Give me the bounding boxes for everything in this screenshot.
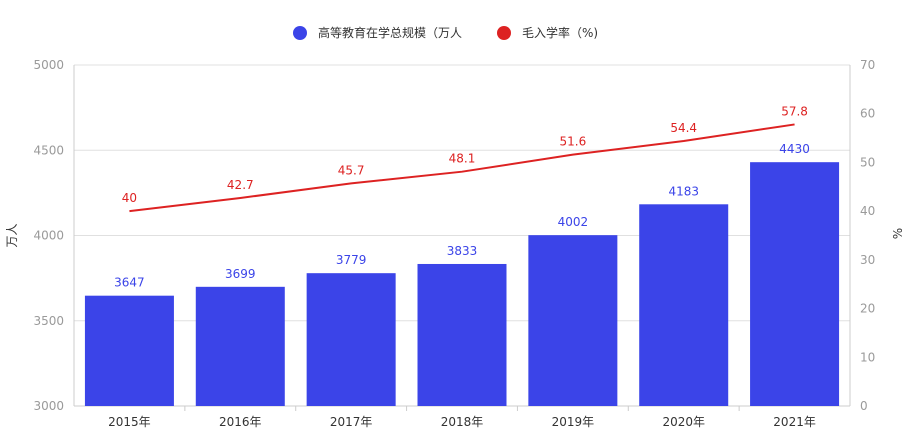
line-value-label: 48.1 (449, 152, 476, 166)
x-tick-label: 2017年 (330, 415, 373, 429)
y-right-tick-label: 10 (860, 350, 875, 364)
bar (528, 235, 618, 406)
line-value-label: 54.4 (670, 121, 697, 135)
bar (84, 295, 174, 406)
y-right-axis-title: % (891, 228, 905, 239)
y-right-tick-label: 40 (860, 204, 875, 218)
line-value-label: 51.6 (559, 135, 586, 149)
legend-marker-line (497, 26, 511, 40)
y-right-tick-label: 0 (860, 399, 868, 413)
bar (639, 204, 729, 406)
x-tick-label: 2018年 (441, 415, 484, 429)
y-left-tick-label: 4000 (33, 229, 64, 243)
bar (195, 286, 285, 406)
y-right-tick-label: 20 (860, 302, 875, 316)
bar (306, 273, 396, 406)
bar-value-label: 3647 (114, 276, 145, 290)
y-right-tick-label: 30 (860, 253, 875, 267)
x-tick-label: 2021年 (773, 415, 816, 429)
legend-marker-bar (293, 26, 307, 40)
line-series (129, 123, 795, 213)
y-right-tick-label: 50 (860, 155, 875, 169)
bar-value-label: 3833 (447, 244, 478, 258)
bar (417, 263, 507, 406)
y-right-tick-label: 60 (860, 107, 875, 121)
legend-label-bar: 高等教育在学总规模（万人 (318, 25, 462, 40)
bar-value-label: 4002 (558, 215, 589, 229)
y-left-tick-label: 5000 (33, 58, 64, 72)
legend-label-line: 毛入学率（%) (522, 25, 598, 40)
bar-value-label: 3779 (336, 253, 367, 267)
line-value-label: 42.7 (227, 178, 254, 192)
bar-value-label: 4430 (779, 142, 810, 156)
bar (750, 162, 840, 406)
y-left-axis-title: 万人 (5, 223, 19, 247)
line-value-label: 57.8 (781, 104, 808, 118)
x-tick-label: 2020年 (662, 415, 705, 429)
x-tick-label: 2015年 (108, 415, 151, 429)
line-value-label: 45.7 (338, 163, 365, 177)
x-tick-label: 2019年 (552, 415, 595, 429)
y-left-tick-label: 3500 (33, 314, 64, 328)
x-tick-label: 2016年 (219, 415, 262, 429)
bar-value-label: 4183 (668, 184, 699, 198)
y-right-tick-label: 70 (860, 58, 875, 72)
y-left-tick-label: 3000 (33, 399, 64, 413)
bar-value-label: 3699 (225, 267, 256, 281)
line-value-label: 40 (122, 191, 137, 205)
y-left-tick-label: 4500 (33, 143, 64, 157)
